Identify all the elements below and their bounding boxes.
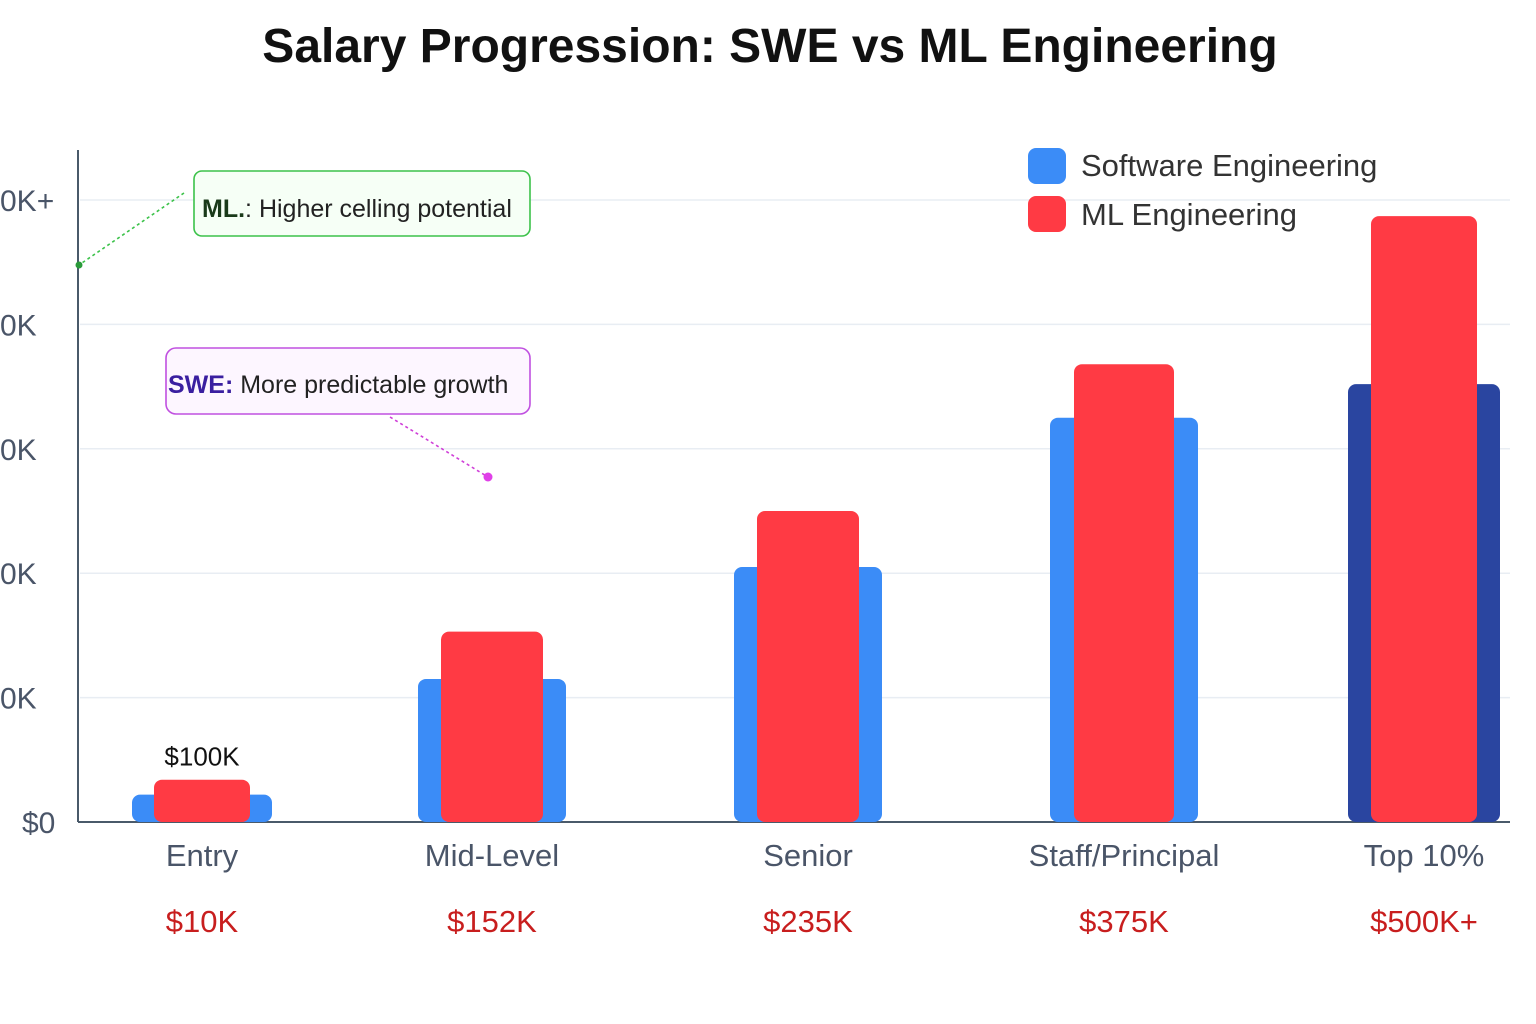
y-tick-label: $0 [22,807,55,840]
annotation-ml-leader [78,192,185,266]
category-salary: $375K [1079,904,1169,939]
annotation-swe-leader [389,416,489,478]
legend-swatch-software-engineering [1028,148,1066,184]
bars [132,216,1500,822]
legend-swatch-ml-engineering [1028,196,1066,232]
annotation-ml-text: ML.: Higher celling potential [202,195,512,223]
category-labels: Entry Mid-Level Senior Staff/Principal Top 1… [166,838,1485,873]
bar-ml-engineering [1371,216,1477,822]
y-tick-label: 0K [0,558,37,591]
category-label: Top 10% [1364,838,1485,873]
legend-label-ml-engineering: ML Engineering [1081,197,1297,232]
category-salary: $235K [763,904,853,939]
legend-label-software-engineering: Software Engineering [1081,148,1377,183]
category-label: Entry [166,838,239,873]
annotation-ml-dot [75,261,83,269]
chart-title: Salary Progression: SWE vs ML Engineerin… [262,20,1277,73]
data-label: $100K [164,742,240,772]
annotation-ml: ML.: Higher celling potential [75,170,531,269]
y-tick-label: 0K+ [0,185,54,218]
annotation-swe-text: SWE: More predictable growth [168,371,508,399]
category-salary: $10K [166,904,239,939]
annotation-ml-body: : Higher celling potential [245,195,512,223]
annotation-swe: SWE: More predictable growth [165,347,531,482]
annotation-swe-bold: SWE: [168,371,233,399]
legend: Software Engineering ML Engineering [1028,148,1377,232]
category-salary: $152K [447,904,537,939]
bar-ml-engineering [757,511,859,822]
y-tick-label: 0K [0,434,37,467]
annotation-ml-bold: ML. [202,195,245,223]
bar-ml-engineering [1074,364,1174,822]
annotation-swe-box [165,347,531,415]
y-axis-ticks: $0 0K 0K 0K 0K 0K+ [0,185,55,840]
annotation-ml-box [193,170,531,237]
bar-ml-engineering [154,779,250,822]
category-label: Mid-Level [425,838,559,873]
category-label: Staff/Principal [1029,838,1220,873]
category-salary-labels: $10K $152K $235K $375K $500K+ [166,904,1478,939]
annotation-swe-dot [483,472,493,482]
category-salary: $500K+ [1370,904,1478,939]
data-labels: $100K [164,742,240,772]
annotation-swe-body: More predictable growth [233,371,508,399]
category-label: Senior [763,838,853,873]
y-tick-label: 0K [0,683,37,716]
y-tick-label: 0K [0,309,37,342]
bar-ml-engineering [441,631,543,822]
